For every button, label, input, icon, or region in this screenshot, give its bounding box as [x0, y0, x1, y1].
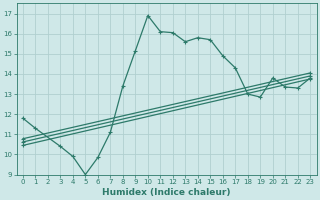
X-axis label: Humidex (Indice chaleur): Humidex (Indice chaleur) — [102, 188, 231, 197]
